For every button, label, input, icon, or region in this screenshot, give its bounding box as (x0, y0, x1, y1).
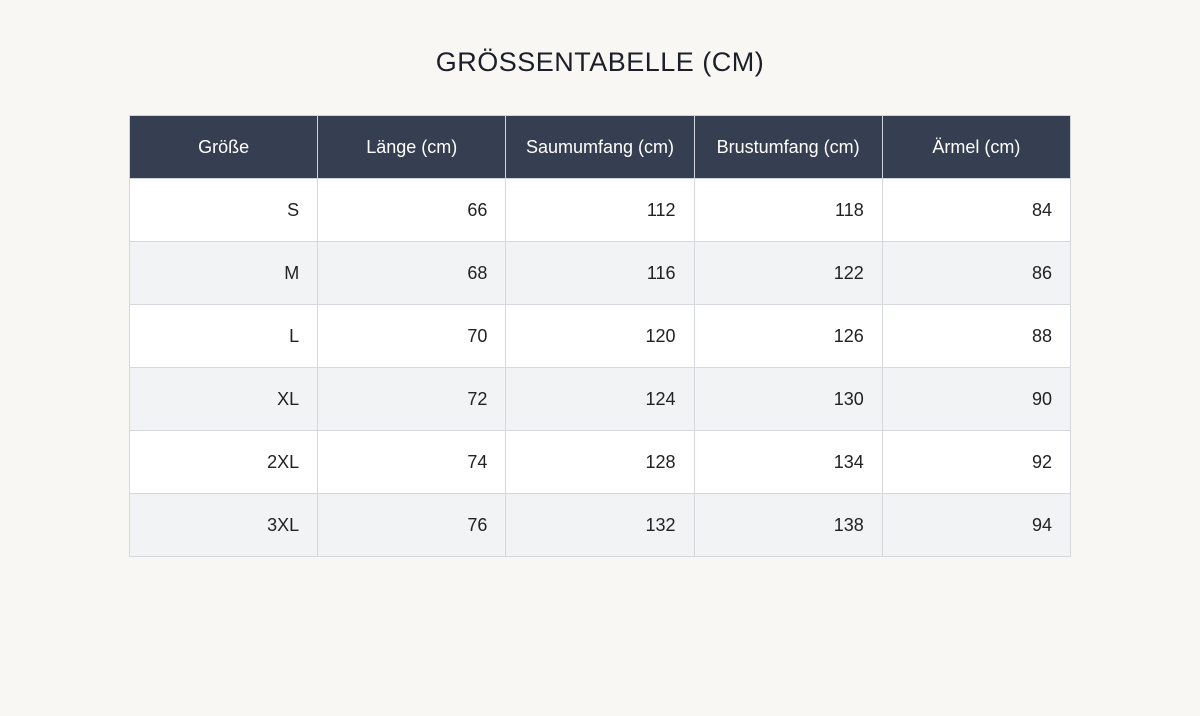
cell-size: L (128, 304, 319, 368)
cell-chest: 138 (693, 493, 883, 557)
column-header-chest: Brustumfang (cm) (693, 115, 883, 179)
cell-size: 3XL (128, 493, 319, 557)
table-row: 2XL 74 128 134 92 (128, 430, 1072, 494)
column-header-size: Größe (128, 115, 319, 179)
table-row: XL 72 124 130 90 (128, 367, 1072, 431)
header-row: Größe Länge (cm) Saumumfang (cm) Brustum… (128, 115, 1072, 179)
cell-hem: 128 (505, 430, 695, 494)
cell-length: 76 (317, 493, 507, 557)
cell-sleeve: 90 (881, 367, 1072, 431)
table-body: S 66 112 118 84 M 68 116 122 86 L 70 120… (128, 178, 1072, 557)
table-row: M 68 116 122 86 (128, 241, 1072, 305)
cell-hem: 124 (505, 367, 695, 431)
cell-sleeve: 94 (881, 493, 1072, 557)
table-row: L 70 120 126 88 (128, 304, 1072, 368)
cell-sleeve: 84 (881, 178, 1072, 242)
table-row: S 66 112 118 84 (128, 178, 1072, 242)
cell-sleeve: 92 (881, 430, 1072, 494)
cell-sleeve: 86 (881, 241, 1072, 305)
cell-chest: 134 (693, 430, 883, 494)
cell-chest: 122 (693, 241, 883, 305)
cell-chest: 126 (693, 304, 883, 368)
table-header: Größe Länge (cm) Saumumfang (cm) Brustum… (128, 115, 1072, 179)
cell-hem: 116 (505, 241, 695, 305)
cell-hem: 120 (505, 304, 695, 368)
cell-chest: 118 (693, 178, 883, 242)
cell-sleeve: 88 (881, 304, 1072, 368)
cell-length: 66 (317, 178, 507, 242)
cell-length: 72 (317, 367, 507, 431)
cell-hem: 112 (505, 178, 695, 242)
column-header-length: Länge (cm) (317, 115, 507, 179)
column-header-hem: Saumumfang (cm) (505, 115, 695, 179)
cell-length: 68 (317, 241, 507, 305)
cell-size: XL (128, 367, 319, 431)
cell-size: 2XL (128, 430, 319, 494)
page-title: GRÖSSENTABELLE (CM) (435, 47, 765, 77)
cell-size: M (128, 241, 319, 305)
size-chart-table: Größe Länge (cm) Saumumfang (cm) Brustum… (128, 115, 1072, 557)
cell-size: S (128, 178, 319, 242)
cell-hem: 132 (505, 493, 695, 557)
table-row: 3XL 76 132 138 94 (128, 493, 1072, 557)
cell-length: 70 (317, 304, 507, 368)
cell-length: 74 (317, 430, 507, 494)
cell-chest: 130 (693, 367, 883, 431)
column-header-sleeve: Ärmel (cm) (881, 115, 1072, 179)
